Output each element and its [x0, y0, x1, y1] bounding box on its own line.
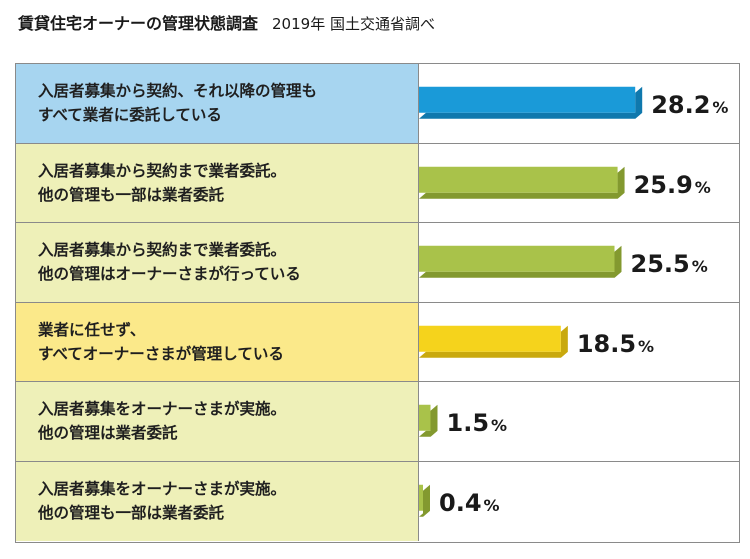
bar-bottom [419, 192, 625, 199]
value-label: 1.5% [447, 409, 508, 437]
value-label: 28.2% [651, 91, 728, 119]
category-label: 入居者募集をオーナーさまが実施。 他の管理は業者委託 [16, 382, 419, 461]
plot-area: 25.5% [419, 223, 739, 302]
bar-bottom [419, 430, 438, 437]
bar-svg: 28.2% [419, 86, 728, 119]
bar-bottom [419, 351, 568, 358]
chart-subtitle: 2019年 国土交通省調べ [272, 15, 435, 33]
plot-area: 18.5% [419, 303, 739, 382]
value-number: 25.5 [631, 250, 690, 278]
bar [419, 166, 618, 193]
bar-svg: 25.5% [419, 245, 708, 278]
plot-area: 25.9% [419, 144, 739, 223]
plot-area: 0.4% [419, 462, 739, 542]
plot-area: 1.5% [419, 382, 739, 461]
chart-row: 入居者募集から契約まで業者委託。 他の管理も一部は業者委託 25.9% [16, 143, 739, 223]
bar [419, 325, 561, 352]
bar-side [430, 404, 438, 437]
value-number: 18.5 [577, 329, 636, 357]
bar-side [423, 484, 430, 517]
value-number: 1.5 [447, 409, 490, 437]
chart-title: 賃貸住宅オーナーの管理状態調査 [18, 14, 259, 33]
value-unit: % [638, 336, 654, 355]
category-label: 入居者募集から契約まで業者委託。 他の管理はオーナーさまが行っている [16, 223, 419, 302]
bar-bottom [419, 112, 643, 119]
category-label: 業者に任せず、 すべてオーナーさまが管理している [16, 302, 419, 381]
chart-header: 賃貸住宅オーナーの管理状態調査 2019年 国土交通省調べ [18, 10, 435, 50]
chart-row: 入居者募集をオーナーさまが実施。 他の管理は業者委託 1.5% [16, 382, 739, 462]
bar [419, 86, 636, 113]
value-number: 0.4 [439, 488, 482, 516]
value-label: 0.4% [439, 488, 500, 516]
category-label: 入居者募集をオーナーさまが実施。 他の管理も一部は業者委託 [16, 461, 419, 541]
chart-row: 業者に任せず、 すべてオーナーさまが管理している 18.5% [16, 302, 739, 382]
value-unit: % [695, 177, 711, 196]
value-unit: % [712, 98, 728, 117]
value-number: 25.9 [634, 170, 693, 198]
chart-row: 入居者募集をオーナーさまが実施。 他の管理も一部は業者委託 0.4% [16, 461, 739, 542]
bar-svg: 18.5% [419, 325, 654, 358]
value-number: 28.2 [651, 91, 710, 119]
bar-side [635, 86, 643, 119]
value-label: 18.5% [577, 329, 654, 357]
bar-bottom [419, 510, 430, 517]
category-label: 入居者募集から契約まで業者委託。 他の管理も一部は業者委託 [16, 143, 419, 222]
bar-svg: 25.9% [419, 166, 711, 199]
bar-side [614, 245, 622, 278]
bar [419, 484, 423, 511]
bar-svg: 1.5% [419, 404, 508, 437]
bar [419, 245, 615, 272]
bar-side [617, 166, 625, 199]
plot-area: 28.2% [419, 64, 739, 143]
bar-side [560, 325, 568, 358]
value-label: 25.9% [634, 170, 711, 198]
chart-row: 入居者募集から契約、それ以降の管理も すべて業者に委託している 28.2% [16, 64, 739, 144]
value-label: 25.5% [631, 250, 708, 278]
value-unit: % [484, 495, 500, 514]
category-label: 入居者募集から契約、それ以降の管理も すべて業者に委託している [16, 64, 419, 143]
bar [419, 404, 431, 431]
bar-svg: 0.4% [419, 484, 500, 517]
bar-bottom [419, 271, 622, 278]
bar-chart: 入居者募集から契約、それ以降の管理も すべて業者に委託している 28.2% 入居者募… [15, 63, 740, 543]
chart-row: 入居者募集から契約まで業者委託。 他の管理はオーナーさまが行っている 25.5% [16, 223, 739, 303]
value-unit: % [692, 257, 708, 276]
value-unit: % [491, 416, 507, 435]
